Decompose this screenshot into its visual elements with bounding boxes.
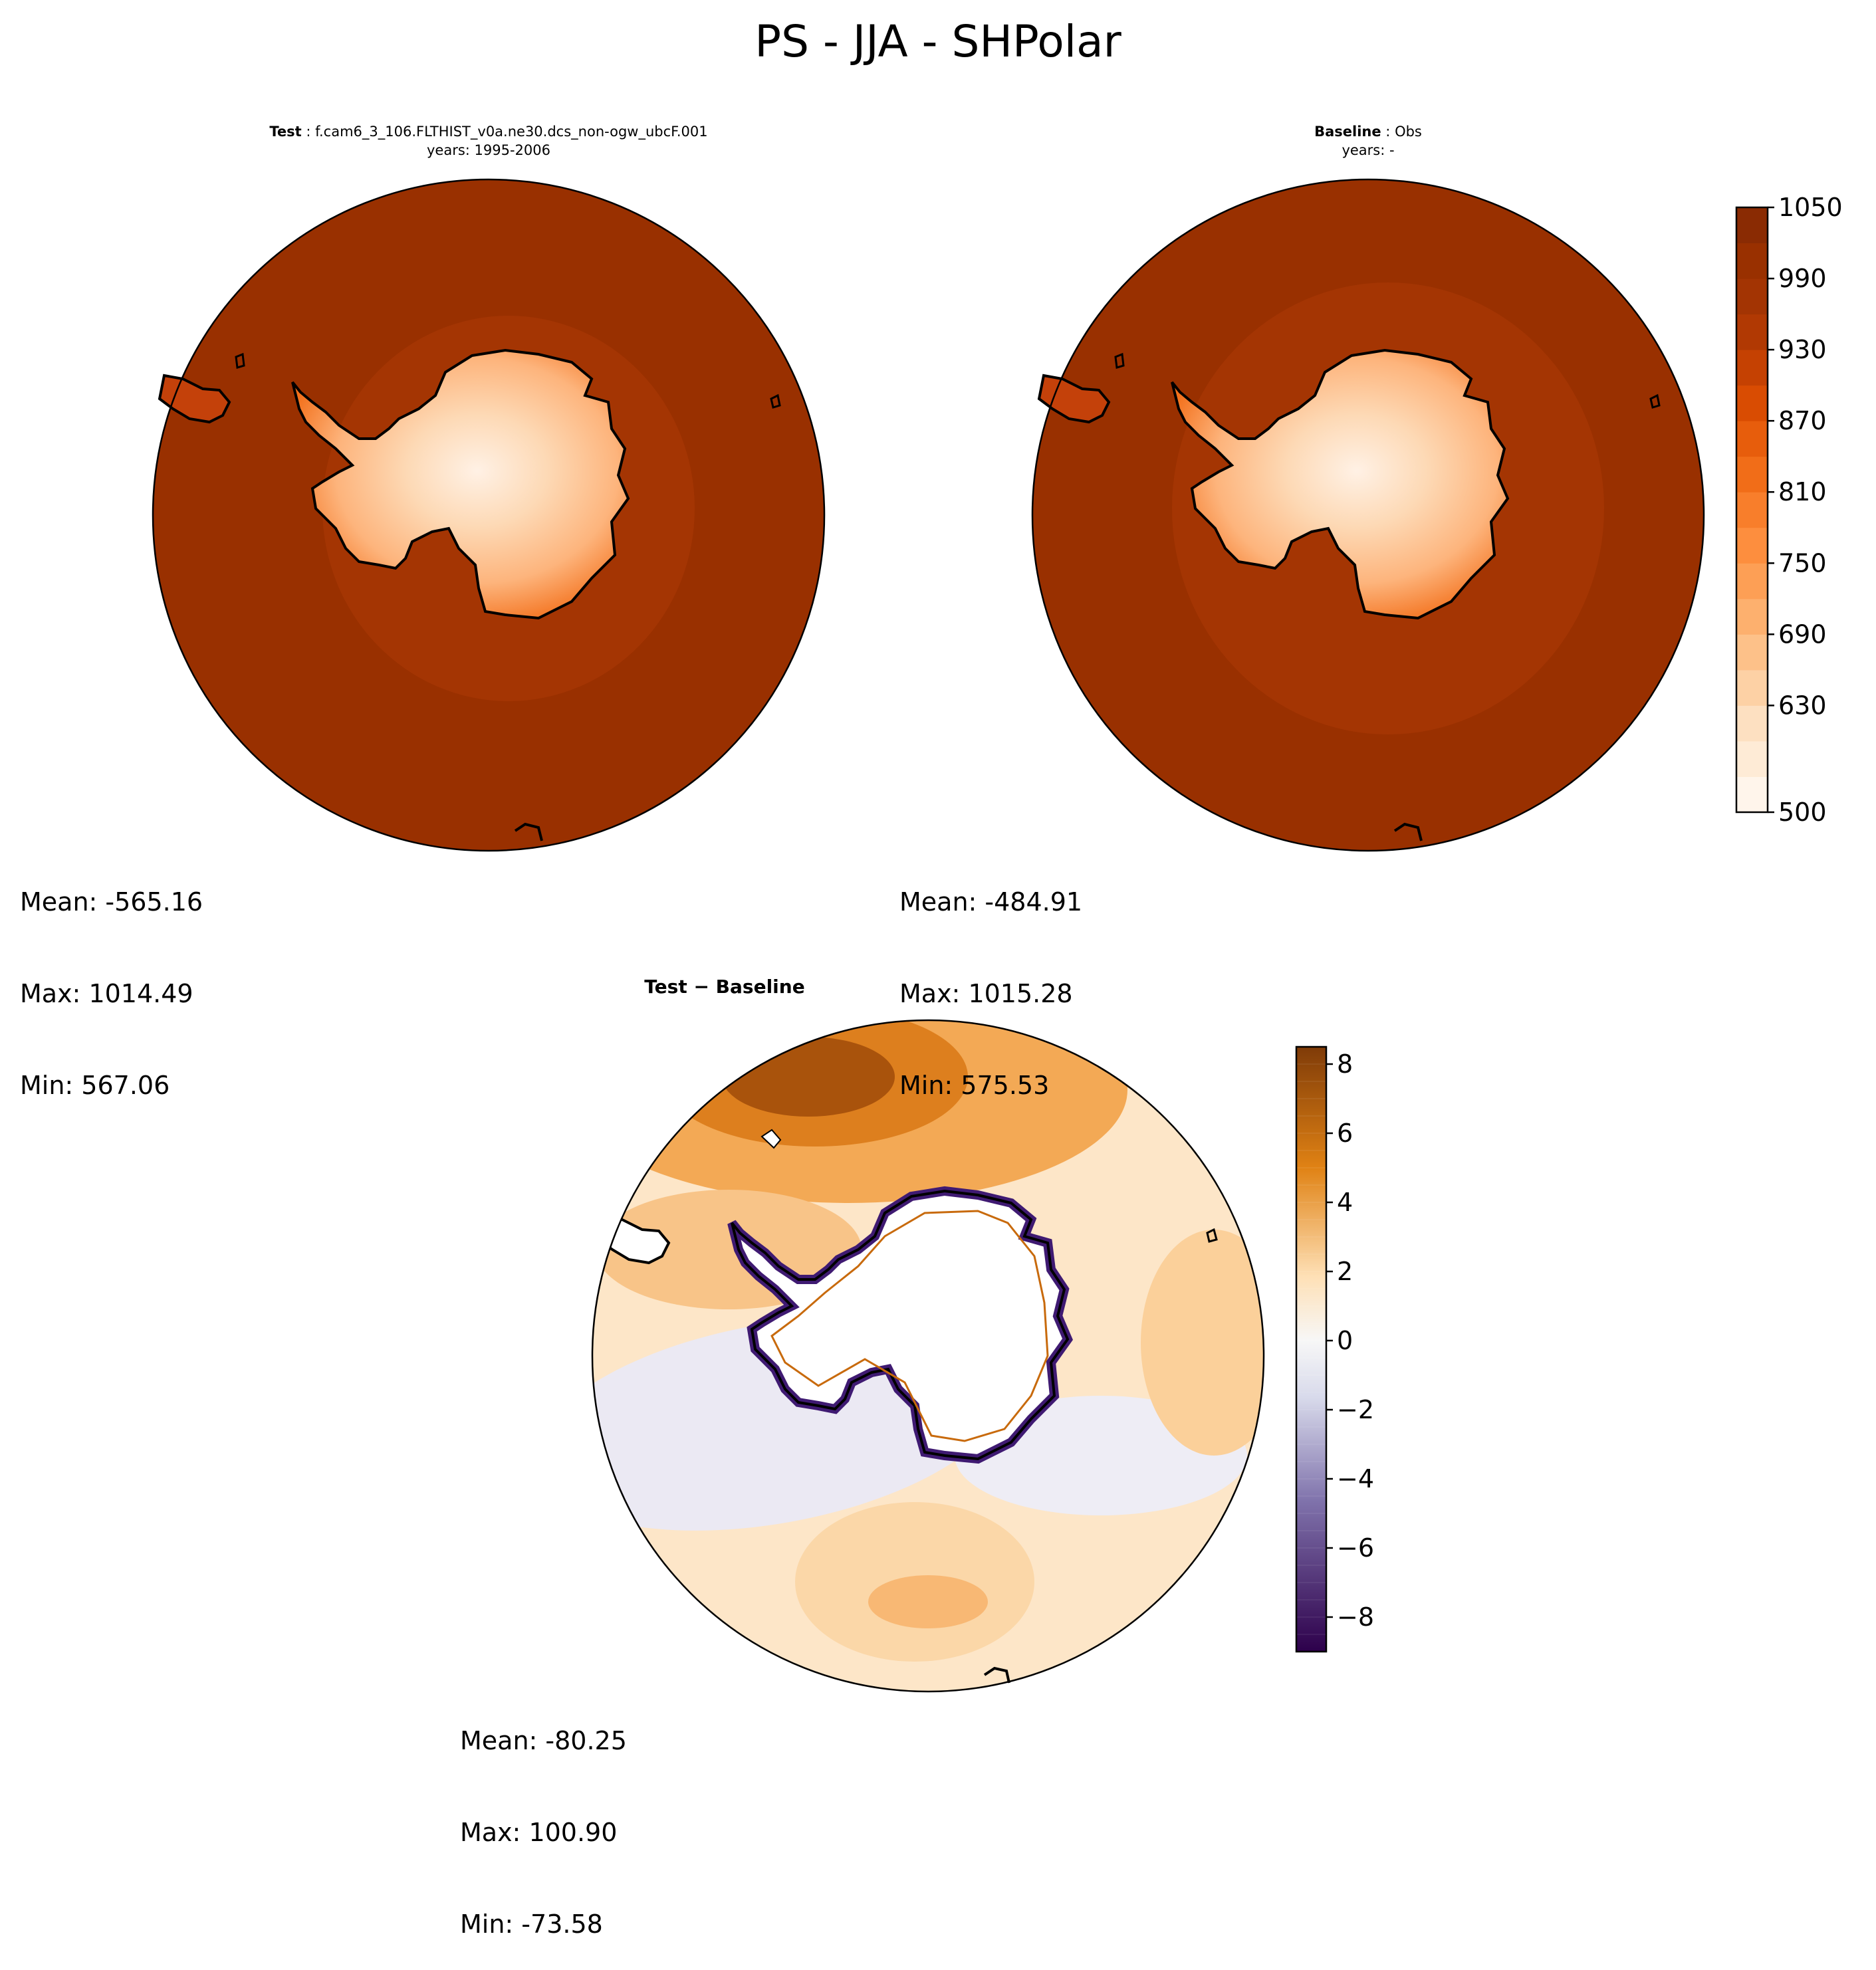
baseline-map-island-west: [1037, 374, 1111, 424]
baseline-map-island-east: [1649, 393, 1661, 409]
diff-map-island-south: [983, 1666, 1010, 1684]
colorbar-abs-segment: [1736, 669, 1768, 706]
test-map-island-west: [158, 374, 231, 424]
colorbar-diff-tick-label: 6: [1337, 1119, 1353, 1148]
baseline-stat-mean: Mean: -484.91: [899, 887, 1083, 917]
diff-stat-min: Min: -73.58: [460, 1910, 603, 1939]
colorbar-abs-tick-label: 870: [1778, 406, 1827, 435]
colorbar-abs-tick-label: 750: [1778, 548, 1827, 578]
colorbar-diff-fill: [1296, 1047, 1326, 1652]
colorbar-abs-segment: [1736, 350, 1768, 386]
baseline-panel-label: Baseline: [1314, 124, 1381, 140]
colorbar-abs-tick-label: 930: [1778, 335, 1827, 364]
colorbar-abs-tick-label: 990: [1778, 264, 1827, 293]
colorbar-abs-segment: [1736, 705, 1768, 742]
diff-map-pos-bottom-core: [868, 1575, 988, 1628]
diff-panel-label: Test − Baseline: [644, 976, 805, 998]
baseline-panel-years: years: -: [1342, 142, 1395, 158]
colorbar-abs-segment: [1736, 563, 1768, 600]
baseline-stat-min: Min: 575.53: [899, 1071, 1050, 1100]
test-panel-years: years: 1995-2006: [426, 142, 550, 158]
diff-map-antarctica: [727, 1186, 1073, 1464]
test-stat-min: Min: 567.06: [20, 1071, 170, 1100]
diff-stat-max: Max: 100.90: [460, 1818, 618, 1847]
diff-map-island-north: [761, 1129, 782, 1149]
colorbar-diff-tick-label: −4: [1337, 1464, 1374, 1493]
test-stat-mean: Mean: -565.16: [20, 887, 203, 917]
colorbar-abs-segment: [1736, 207, 1768, 244]
baseline-stats: Mean: -484.91 Max: 1015.28 Min: 575.53: [899, 825, 1082, 1131]
colorbar-diff-tick-label: −8: [1337, 1602, 1374, 1632]
baseline-map-border: [1031, 178, 1705, 852]
colorbar-abs-segment: [1736, 634, 1768, 671]
colorbar-abs-segment: [1736, 421, 1768, 457]
colorbar-diff-tick-label: 2: [1337, 1257, 1353, 1286]
colorbar-abs: 500 630 690 750 810 870 930 990 1050: [1735, 193, 1843, 827]
colorbar-diff: −8 −6 −4 −2 0 2 4 6 8: [1295, 1045, 1374, 1653]
test-panel-title: Test : f.cam6_3_106.FLTHIST_v0a.ne30.dcs…: [223, 122, 755, 160]
diff-panel-title: Test − Baseline: [585, 976, 864, 998]
colorbar-abs-segment: [1736, 492, 1768, 528]
test-stats: Mean: -565.16 Max: 1014.49 Min: 567.06: [20, 825, 203, 1131]
colorbar-abs-tick-label: 690: [1778, 619, 1827, 649]
baseline-stat-max: Max: 1015.28: [899, 979, 1073, 1008]
colorbar-abs-tick-label: 630: [1778, 691, 1827, 720]
test-map-border: [152, 178, 826, 852]
baseline-map-antarctica: [1171, 348, 1510, 620]
baseline-map-island-south: [1393, 822, 1423, 841]
test-map-island-south: [514, 822, 543, 841]
test-map: [152, 178, 826, 852]
baseline-map: [1031, 178, 1705, 852]
colorbar-abs-tick-label: 1050: [1778, 193, 1843, 222]
test-panel-label: Test: [269, 124, 302, 140]
colorbar-diff-tick-label: −6: [1337, 1533, 1374, 1563]
colorbar-abs-segment: [1736, 527, 1768, 564]
colorbar-diff-tick-label: −2: [1337, 1395, 1374, 1424]
colorbar-abs-segment: [1736, 243, 1768, 279]
diff-map-pos-right: [1141, 1230, 1264, 1456]
diff-map-border: [591, 1019, 1265, 1693]
figure-title: PS - JJA - SHPolar: [755, 16, 1121, 67]
colorbar-diff-frame: [1295, 1045, 1328, 1653]
colorbar-abs-segment: [1736, 598, 1768, 635]
diff-map-pos-top-max: [722, 1037, 895, 1117]
colorbar-abs-segment: [1736, 740, 1768, 777]
test-stat-max: Max: 1014.49: [20, 979, 193, 1008]
colorbar-diff-tick-label: 4: [1337, 1188, 1353, 1217]
diff-stat-mean: Mean: -80.25: [460, 1726, 627, 1755]
test-map-island-east: [770, 393, 781, 409]
diff-map-island-east: [1206, 1228, 1218, 1243]
colorbar-diff-tick-label: 8: [1337, 1049, 1353, 1079]
diff-stats: Mean: -80.25 Max: 100.90 Min: -73.58: [460, 1664, 627, 1970]
baseline-panel-case: Obs: [1395, 124, 1422, 140]
colorbar-abs-tick-label: 810: [1778, 477, 1827, 506]
colorbar-abs-frame: [1735, 206, 1769, 814]
diff-map: [591, 1019, 1265, 1693]
test-map-antarctica: [291, 348, 630, 620]
colorbar-abs-segment: [1736, 776, 1768, 813]
colorbar-abs-segment: [1736, 385, 1768, 421]
figure-canvas: 500 630 690 750 810 870 930 990 1050 −8 −6 −4 −2 0 2 4…: [152, 178, 1843, 1693]
test-panel-case: f.cam6_3_106.FLTHIST_v0a.ne30.dcs_non-og…: [315, 124, 708, 140]
test-map-island-nw: [235, 352, 245, 369]
colorbar-abs-segment: [1736, 456, 1768, 492]
baseline-map-island-nw: [1114, 352, 1125, 369]
colorbar-abs-tick-label: 500: [1778, 798, 1827, 827]
colorbar-diff-tick-label: 0: [1337, 1326, 1353, 1355]
colorbar-abs-segment: [1736, 278, 1768, 315]
baseline-panel-title: Baseline : Obs years: -: [1235, 122, 1501, 160]
colorbar-abs-segment: [1736, 314, 1768, 350]
